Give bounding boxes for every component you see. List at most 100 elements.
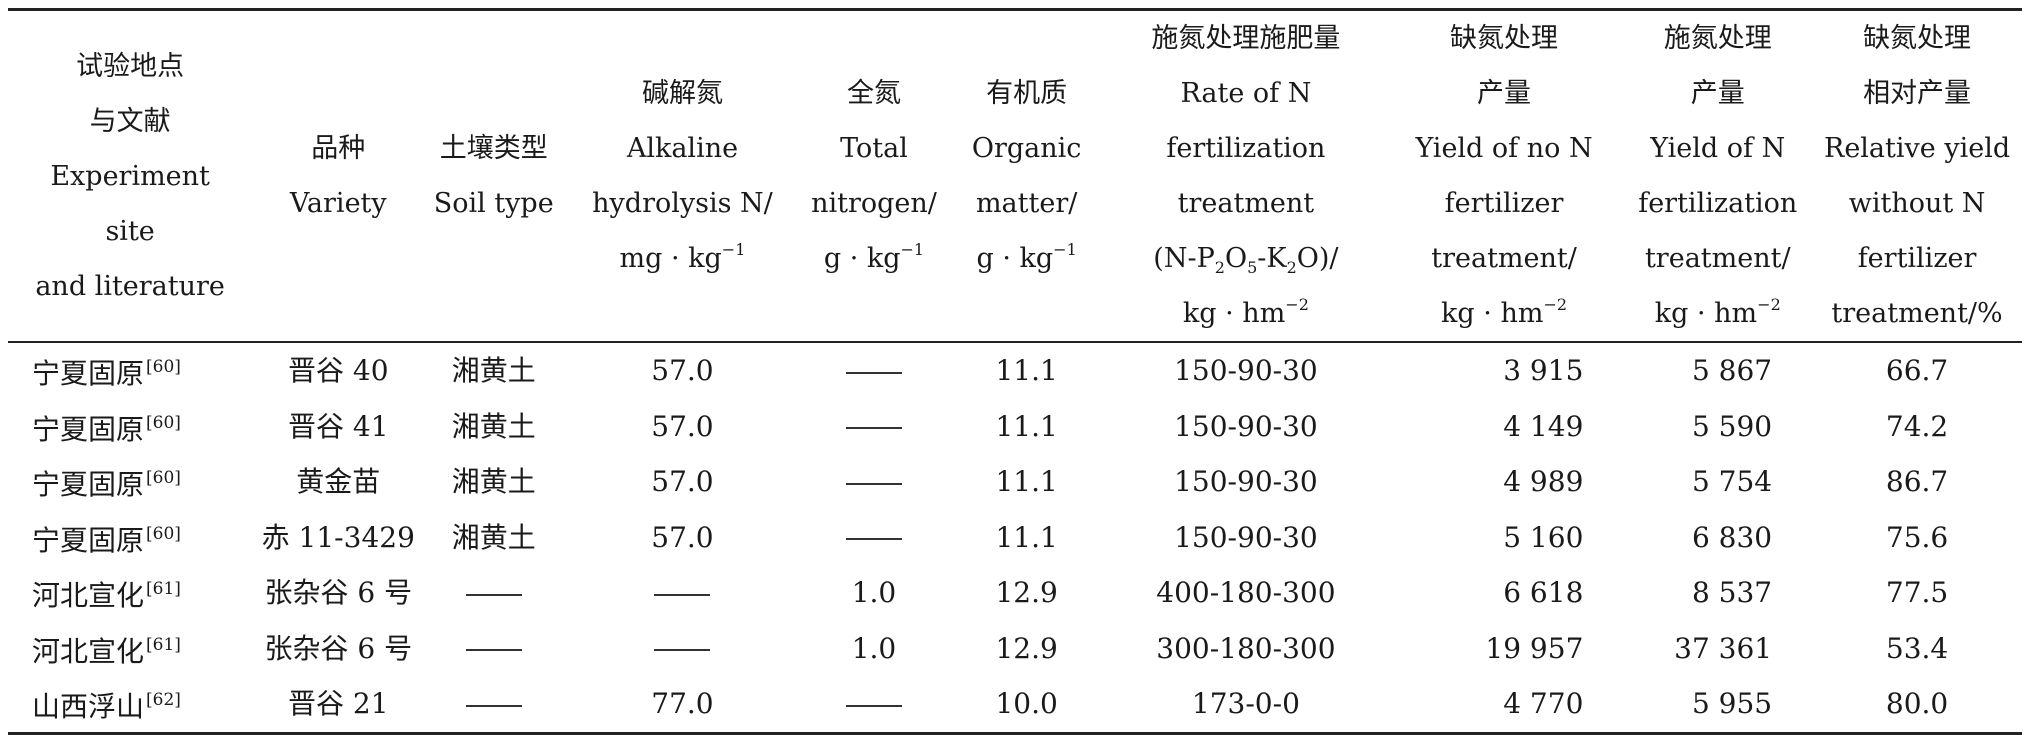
col-header-relative-yield: 缺氮处理 相对产量 Relative yield without N fertili… <box>1812 9 2022 343</box>
col-header-total-n: 全氮 Total nitrogen/ g · kg−1 <box>801 9 947 343</box>
col-header-variety: 品种 Variety <box>252 9 425 343</box>
total-n-cell: 1.0 <box>851 631 897 665</box>
site-cell: 宁夏固原 [60] <box>8 454 252 510</box>
variety-cell: 黄金苗 <box>296 465 381 498</box>
reference-number: [62] <box>146 690 181 710</box>
organic-matter-cell: 11.1 <box>995 354 1058 387</box>
site-cell: 宁夏固原 [60] <box>8 342 252 399</box>
site-name: 宁夏固原 <box>32 357 145 390</box>
empty-dash <box>465 593 522 596</box>
yield-no-n-cell: 5 160 <box>1503 520 1584 554</box>
empty-dash <box>654 649 711 651</box>
total-n-cell <box>802 676 946 733</box>
soil-type-cell <box>424 676 563 733</box>
alkaline-n-cell: 57.0 <box>651 354 714 387</box>
n-rate-cell: 150-90-30 <box>1174 409 1318 443</box>
soil-type-cell: 湘黄土 <box>451 409 536 443</box>
relative-yield-cell: 75.6 <box>1885 520 1949 554</box>
empty-dash <box>845 538 902 540</box>
site-name: 宁夏固原 <box>32 523 145 557</box>
empty-dash <box>845 704 902 707</box>
table-row: 宁夏固原 [60] 赤 11-3429 湘黄土 57.0 11.1 150-90-30 5 1… <box>8 510 2022 566</box>
table-row: 宁夏固原 [60] 晋谷 40 湘黄土 57.0 11.1 150-90-30 3 915 5 … <box>8 342 2022 399</box>
soil-type-cell <box>424 565 563 621</box>
total-n-cell <box>802 510 946 566</box>
empty-dash <box>845 427 902 429</box>
yield-no-n-cell: 3 915 <box>1503 354 1584 387</box>
header-row: 试验地点 与文献 Experiment site and literature 品种… <box>8 9 2022 343</box>
col-header-n-rate: 施氮处理施肥量 Rate of N fertilization treatment … <box>1107 9 1385 343</box>
variety-cell: 张杂谷 6 号 <box>264 631 413 665</box>
col-header-site: 试验地点 与文献 Experiment site and literature <box>8 9 253 343</box>
variety-cell: 张杂谷 6 号 <box>264 576 413 609</box>
alkaline-n-cell: 77.0 <box>651 687 714 720</box>
site-cell: 河北宣化 [61] <box>8 565 252 621</box>
col-header-soil-type: 土壤类型 Soil type <box>424 9 564 343</box>
organic-matter-cell: 12.9 <box>995 576 1058 609</box>
total-n-cell <box>802 454 946 510</box>
yield-n-cell: 6 830 <box>1691 520 1773 554</box>
soil-type-cell: 湘黄土 <box>451 520 536 554</box>
empty-dash <box>465 649 522 651</box>
total-n-cell <box>802 399 946 455</box>
alkaline-n-cell <box>563 565 802 621</box>
soil-type-cell <box>424 621 563 677</box>
empty-dash <box>654 593 711 596</box>
site-name: 山西浮山 <box>32 690 145 723</box>
relative-yield-cell: 77.5 <box>1885 576 1949 609</box>
yield-n-cell: 5 955 <box>1691 687 1773 720</box>
n-rate-cell: 173-0-0 <box>1191 687 1300 720</box>
reference-number: [61] <box>146 634 181 655</box>
table-row: 宁夏固原 [60] 黄金苗 湘黄土 57.0 11.1 150-90-30 4 989 5 75… <box>8 454 2022 510</box>
organic-matter-cell: 11.1 <box>995 520 1058 554</box>
site-name: 河北宣化 <box>32 634 145 668</box>
col-header-organic-matter: 有机质 Organic matter/ g · kg−1 <box>946 9 1108 343</box>
variety-cell: 晋谷 40 <box>288 354 389 387</box>
empty-dash <box>845 482 902 485</box>
empty-dash <box>465 704 522 707</box>
alkaline-n-cell: 57.0 <box>651 520 714 554</box>
n-rate-cell: 150-90-30 <box>1174 354 1318 387</box>
site-cell: 宁夏固原 [60] <box>8 510 252 566</box>
alkaline-n-cell: 57.0 <box>651 465 714 498</box>
reference-number: [61] <box>146 579 181 599</box>
data-table: 试验地点 与文献 Experiment site and literature 品种… <box>8 8 2022 735</box>
relative-yield-cell: 74.2 <box>1885 409 1949 443</box>
site-name: 河北宣化 <box>32 579 145 612</box>
yield-no-n-cell: 4 149 <box>1503 409 1584 443</box>
site-name: 宁夏固原 <box>32 468 145 501</box>
site-cell: 山西浮山 [62] <box>8 676 252 733</box>
variety-cell: 赤 11-3429 <box>261 520 415 554</box>
n-rate-cell: 150-90-30 <box>1174 520 1318 554</box>
yield-n-cell: 8 537 <box>1691 576 1773 609</box>
relative-yield-cell: 86.7 <box>1885 465 1949 498</box>
yield-n-cell: 5 754 <box>1691 465 1773 498</box>
n-rate-cell: 150-90-30 <box>1174 465 1318 498</box>
yield-no-n-cell: 4 770 <box>1503 687 1584 720</box>
relative-yield-cell: 66.7 <box>1885 354 1949 387</box>
yield-n-cell: 5 867 <box>1691 354 1773 387</box>
total-n-cell: 1.0 <box>851 576 897 609</box>
organic-matter-cell: 12.9 <box>995 631 1058 665</box>
reference-number: [60] <box>146 357 181 377</box>
site-cell: 河北宣化 [61] <box>8 621 252 677</box>
yield-no-n-cell: 4 989 <box>1503 465 1584 498</box>
organic-matter-cell: 11.1 <box>995 409 1058 443</box>
empty-dash <box>845 371 902 374</box>
variety-cell: 晋谷 41 <box>288 409 389 443</box>
total-n-cell <box>802 342 946 399</box>
soil-type-cell: 湘黄土 <box>451 354 536 387</box>
organic-matter-cell: 11.1 <box>995 465 1058 498</box>
col-header-alkaline-n: 碱解氮 Alkaline hydrolysis N/ mg · kg−1 <box>563 9 802 343</box>
yield-n-cell: 5 590 <box>1691 409 1773 443</box>
organic-matter-cell: 10.0 <box>995 687 1058 720</box>
n-rate-cell: 300-180-300 <box>1156 631 1336 665</box>
table-row: 河北宣化 [61] 张杂谷 6 号 1.0 12.9 300-180-300 19 957 3… <box>8 621 2022 677</box>
reference-number: [60] <box>146 468 181 488</box>
yield-no-n-cell: 6 618 <box>1503 576 1584 609</box>
reference-number: [60] <box>146 412 181 433</box>
alkaline-n-cell <box>563 621 802 677</box>
site-name: 宁夏固原 <box>32 412 145 446</box>
